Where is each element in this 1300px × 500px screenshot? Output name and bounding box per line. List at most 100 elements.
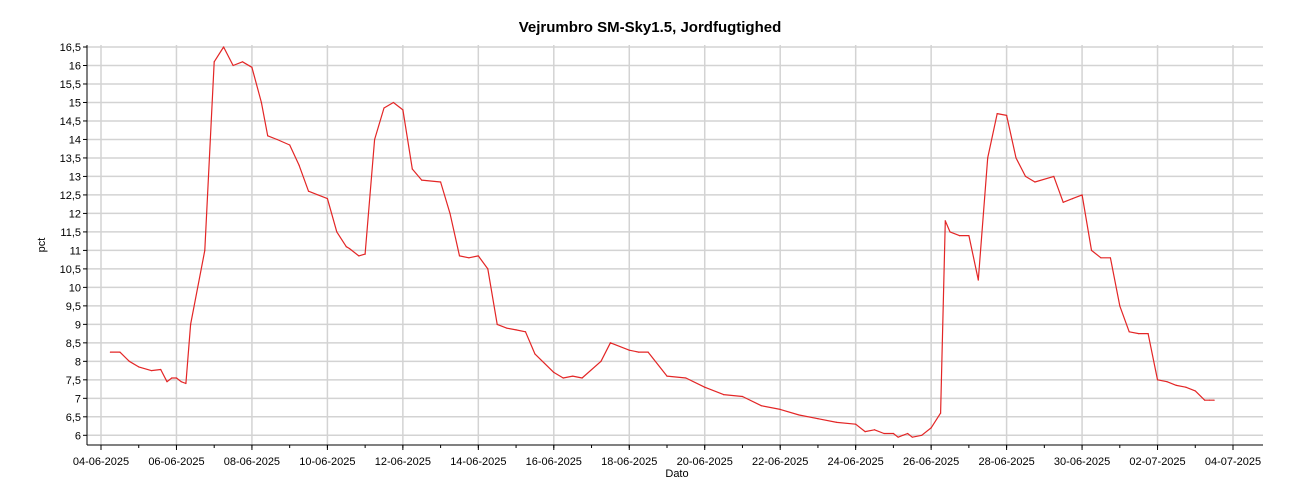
data-point — [798, 414, 800, 416]
x-tick-label: 08-06-2025 — [224, 456, 280, 468]
x-tick-label: 16-06-2025 — [526, 456, 582, 468]
data-point — [1213, 399, 1215, 401]
data-point — [1015, 157, 1017, 159]
data-point — [307, 190, 310, 192]
y-tick-label: 16 — [69, 60, 81, 72]
data-point — [987, 157, 989, 159]
data-point — [930, 427, 932, 429]
data-point — [298, 164, 300, 166]
data-point — [241, 61, 244, 63]
data-point — [1166, 381, 1168, 383]
data-point — [864, 431, 866, 433]
y-tick-label: 15,5 — [60, 79, 81, 91]
x-tick-label: 04-06-2025 — [73, 456, 129, 468]
data-point — [855, 423, 857, 425]
data-point — [373, 138, 376, 141]
data-point — [958, 235, 961, 237]
data-point — [251, 66, 253, 68]
y-tick-label: 10 — [69, 282, 81, 294]
data-point — [1062, 201, 1064, 203]
data-point — [119, 351, 121, 353]
x-axis-title: Dato — [665, 468, 688, 480]
data-point — [477, 255, 479, 257]
y-tick-label: 12,5 — [60, 190, 81, 202]
data-point — [1119, 305, 1121, 307]
data-point — [1138, 333, 1140, 335]
x-tick-label: 14-06-2025 — [450, 456, 506, 468]
x-tick-label: 02-07-2025 — [1129, 456, 1185, 468]
x-tick-label: 18-06-2025 — [601, 456, 657, 468]
data-point — [440, 181, 442, 183]
data-point — [506, 327, 508, 329]
series-line — [110, 46, 1215, 438]
data-point — [180, 381, 182, 383]
data-point — [496, 323, 498, 325]
data-point — [892, 432, 895, 435]
y-tick-label: 12 — [69, 208, 81, 220]
data-point — [1128, 331, 1130, 333]
data-point — [138, 366, 140, 368]
data-point — [326, 198, 328, 200]
x-tick-label: 12-06-2025 — [375, 456, 431, 468]
data-point — [760, 405, 762, 407]
data-point — [150, 369, 152, 372]
data-point — [944, 220, 946, 222]
data-point — [345, 246, 347, 248]
data-point — [411, 168, 413, 170]
data-point — [1006, 114, 1008, 117]
data-point — [458, 255, 461, 257]
y-tick-label: 11,5 — [60, 227, 81, 239]
data-point — [1204, 399, 1206, 401]
data-point — [171, 377, 173, 379]
data-point — [883, 432, 885, 435]
chart-title: Vejrumbro SM-Sky1.5, Jordfugtighed — [518, 19, 782, 36]
data-point — [213, 61, 215, 63]
data-point — [562, 377, 564, 379]
data-point — [1185, 386, 1187, 388]
data-point — [166, 381, 168, 383]
data-point — [336, 231, 338, 233]
data-point — [232, 64, 234, 67]
data-point — [1109, 257, 1111, 259]
data-point — [487, 268, 489, 270]
data-point — [524, 331, 527, 333]
data-point — [741, 395, 744, 398]
data-point — [906, 432, 909, 435]
data-point — [449, 212, 451, 215]
data-point — [1194, 390, 1196, 392]
data-point — [977, 279, 979, 281]
data-point — [109, 351, 112, 353]
data-point — [1100, 257, 1102, 259]
data-point — [817, 418, 819, 420]
data-point — [204, 249, 206, 251]
y-tick-label: 7,5 — [66, 375, 81, 387]
data-point — [1081, 194, 1083, 196]
y-tick-label: 8 — [75, 356, 81, 368]
data-point — [392, 101, 395, 104]
data-point — [1072, 198, 1074, 200]
data-point — [609, 342, 612, 344]
x-tick-label: 04-07-2025 — [1205, 456, 1261, 468]
x-tick-label: 24-06-2025 — [828, 456, 884, 468]
y-tick-label: 14 — [69, 134, 81, 146]
y-tick-label: 9,5 — [66, 301, 81, 313]
x-tick-label: 20-06-2025 — [677, 456, 733, 468]
data-point — [128, 360, 130, 362]
data-point — [534, 353, 536, 355]
y-tick-label: 14,5 — [60, 116, 81, 128]
x-tick-label: 22-06-2025 — [752, 456, 808, 468]
data-point — [553, 371, 555, 374]
data-point — [160, 368, 162, 371]
x-tick-labels: 04-06-2025 06-06-2025 08-06-2025 10-06-2025… — [73, 445, 1261, 468]
data-point — [1175, 384, 1177, 386]
x-tick-label: 28-06-2025 — [978, 456, 1034, 468]
data-point — [190, 323, 192, 325]
data-point — [1208, 399, 1211, 401]
data-point — [638, 351, 640, 353]
data-point — [1090, 249, 1093, 251]
y-tick-label: 6,5 — [66, 412, 81, 424]
data-point — [685, 377, 687, 379]
data-point — [939, 412, 942, 414]
data-point — [572, 375, 574, 377]
